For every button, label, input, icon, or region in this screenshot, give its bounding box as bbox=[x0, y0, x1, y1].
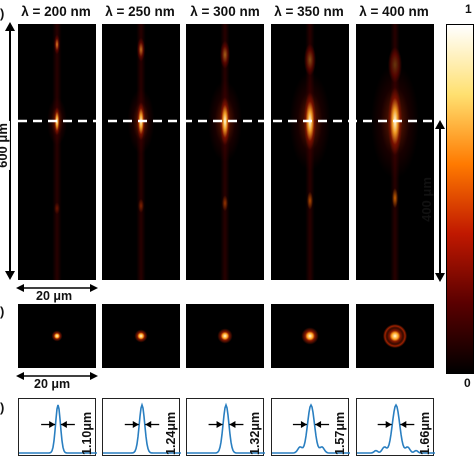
focal-plane-dashed-line bbox=[18, 119, 442, 123]
focal-spot-panel bbox=[102, 304, 180, 368]
focal-field-panel bbox=[186, 24, 264, 280]
intensity-profile-panel bbox=[356, 398, 435, 456]
intensity-profile-curve bbox=[187, 402, 265, 454]
focal-spot-panel bbox=[18, 304, 96, 368]
fwhm-arrowhead bbox=[229, 421, 236, 429]
panel-letter-b: ) bbox=[0, 304, 5, 319]
intensity-profile-panel bbox=[186, 398, 265, 456]
focus-height-arrow bbox=[435, 120, 445, 282]
intensity-profile-curve bbox=[357, 403, 435, 454]
intensity-profile-panel bbox=[102, 398, 181, 456]
focal-field-panel bbox=[18, 24, 96, 280]
wavelength-label-200: λ = 200 nm bbox=[21, 4, 91, 19]
fwhm-label: 1.66μm bbox=[418, 411, 432, 455]
fwhm-arrowhead bbox=[400, 421, 407, 429]
fwhm-label: 1.32μm bbox=[248, 411, 262, 455]
width-scale-arrow-mid bbox=[16, 372, 98, 380]
focal-spot-panel bbox=[356, 304, 434, 368]
colorbar bbox=[446, 24, 474, 374]
focal-spot-panel bbox=[271, 304, 349, 368]
intensity-profile-curve bbox=[272, 403, 350, 454]
wavelength-label-400: λ = 400 nm bbox=[359, 4, 429, 19]
intensity-profile-curve bbox=[19, 404, 97, 454]
fwhm-arrowhead bbox=[145, 421, 152, 429]
height-scale-arrow bbox=[5, 22, 15, 280]
fwhm-arrowhead bbox=[132, 421, 139, 429]
focus-height-label: 400 μm bbox=[418, 177, 434, 222]
fwhm-arrowhead bbox=[60, 421, 67, 429]
fwhm-arrowhead bbox=[315, 421, 322, 429]
fwhm-label: 1.24μm bbox=[164, 411, 178, 455]
colorbar-max-label: 1 bbox=[465, 2, 472, 16]
fwhm-arrowhead bbox=[49, 421, 56, 429]
wavelength-label-250: λ = 250 nm bbox=[105, 4, 175, 19]
panel-letter-a: ) bbox=[0, 6, 5, 21]
fwhm-arrowhead bbox=[216, 421, 223, 429]
focal-field-panel bbox=[102, 24, 180, 280]
fwhm-arrowhead bbox=[300, 421, 307, 429]
width-scale-arrow-top bbox=[16, 284, 98, 292]
focal-spot-panel bbox=[186, 304, 264, 368]
intensity-profile-panel bbox=[18, 398, 97, 456]
intensity-profile-curve bbox=[103, 402, 181, 454]
height-scale-label: 600 μm bbox=[0, 121, 10, 170]
width-scale-label-mid: 20 μm bbox=[34, 377, 71, 391]
fwhm-arrowhead bbox=[385, 421, 392, 429]
wavelength-label-300: λ = 300 nm bbox=[190, 4, 260, 19]
width-scale-label-top: 20 μm bbox=[36, 289, 73, 303]
panel-letter-c: ) bbox=[0, 400, 5, 415]
focal-field-panel bbox=[271, 24, 349, 280]
intensity-profile-panel bbox=[271, 398, 350, 456]
focal-field-panel bbox=[356, 24, 434, 280]
colorbar-min-label: 0 bbox=[464, 376, 471, 390]
fwhm-label: 1.10μm bbox=[80, 411, 94, 455]
wavelength-label-350: λ = 350 nm bbox=[274, 4, 344, 19]
fwhm-label: 1.57μm bbox=[333, 411, 347, 455]
